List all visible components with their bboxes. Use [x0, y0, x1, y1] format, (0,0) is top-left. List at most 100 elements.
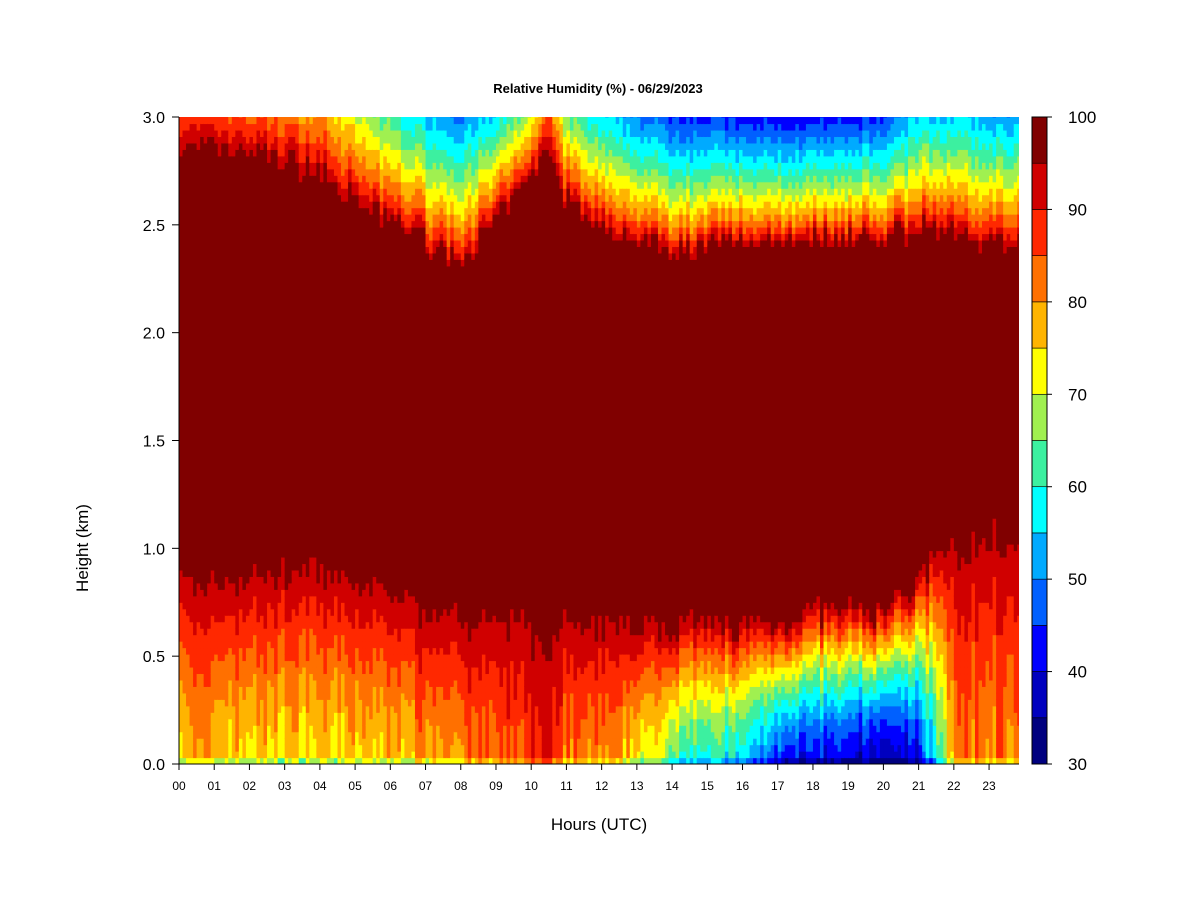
heatmap-cell [285, 751, 289, 758]
heatmap-cell [200, 156, 204, 163]
heatmap-cell [274, 441, 278, 448]
heatmap-cell [253, 246, 257, 253]
heatmap-column [249, 111, 253, 765]
heatmap-cell [235, 305, 239, 312]
heatmap-cell [239, 350, 243, 357]
heatmap-cell [183, 130, 187, 137]
heatmap-cell [278, 453, 282, 460]
heatmap-cell [292, 123, 296, 130]
heatmap-cell [288, 531, 292, 538]
heatmap-cell [183, 149, 187, 156]
heatmap-cell [249, 479, 253, 486]
heatmap-cell [337, 130, 341, 137]
heatmap-cell [316, 589, 320, 596]
heatmap-cell [271, 402, 275, 409]
heatmap-cell [271, 699, 275, 706]
heatmap-cell [299, 453, 303, 460]
heatmap-cell [295, 699, 299, 706]
heatmap-cell [197, 531, 201, 538]
heatmap-cell [183, 279, 187, 286]
heatmap-cell [256, 415, 260, 422]
heatmap-cell [323, 143, 327, 150]
heatmap-cell [299, 402, 303, 409]
heatmap-cell [320, 641, 324, 648]
heatmap-cell [313, 466, 317, 473]
heatmap-cell [193, 635, 197, 642]
heatmap-cell [235, 447, 239, 454]
heatmap-cell [306, 518, 310, 525]
heatmap-cell [323, 725, 327, 732]
heatmap-cell [249, 732, 253, 739]
heatmap-cell [348, 460, 352, 467]
heatmap-cell [225, 376, 229, 383]
heatmap-cell [186, 596, 190, 603]
heatmap-cell [267, 188, 271, 195]
heatmap-cell [278, 421, 282, 428]
heatmap-cell [320, 719, 324, 726]
heatmap-cell [337, 486, 341, 493]
heatmap-cell [267, 389, 271, 396]
heatmap-cell [320, 486, 324, 493]
heatmap-cell [179, 337, 183, 344]
heatmap-cell [190, 550, 194, 557]
heatmap-cell [309, 369, 313, 376]
heatmap-cell [278, 363, 282, 370]
heatmap-cell [242, 505, 246, 512]
heatmap-cell [334, 719, 338, 726]
heatmap-cell [334, 492, 338, 499]
heatmap-cell [267, 169, 271, 176]
heatmap-cell [271, 149, 275, 156]
heatmap-cell [323, 460, 327, 467]
heatmap-cell [193, 311, 197, 318]
heatmap-cell [316, 609, 320, 616]
heatmap-cell [323, 622, 327, 629]
heatmap-cell [327, 402, 331, 409]
heatmap-cell [197, 195, 201, 202]
heatmap-cell [348, 680, 352, 687]
heatmap-cell [348, 447, 352, 454]
heatmap-cell [193, 117, 197, 124]
heatmap-cell [242, 660, 246, 667]
heatmap-cell [179, 732, 183, 739]
heatmap-cell [309, 382, 313, 389]
heatmap-cell [253, 712, 257, 719]
heatmap-cell [260, 441, 264, 448]
heatmap-cell [302, 441, 306, 448]
heatmap-cell [327, 214, 331, 221]
heatmap-cell [271, 195, 275, 202]
heatmap-cell [221, 395, 225, 402]
heatmap-cell [235, 641, 239, 648]
heatmap-cell [253, 719, 257, 726]
heatmap-cell [190, 285, 194, 292]
heatmap-cell [228, 408, 232, 415]
heatmap-cell [183, 266, 187, 273]
heatmap-cell [225, 570, 229, 577]
heatmap-cell [295, 641, 299, 648]
heatmap-cell [235, 518, 239, 525]
heatmap-cell [292, 654, 296, 661]
heatmap-cell [211, 576, 215, 583]
heatmap-cell [341, 596, 345, 603]
heatmap-cell [228, 298, 232, 305]
heatmap-cell [316, 117, 320, 124]
heatmap-cell [190, 402, 194, 409]
heatmap-cell [337, 441, 341, 448]
heatmap-cell [348, 395, 352, 402]
heatmap-cell [253, 686, 257, 693]
heatmap-cell [327, 635, 331, 642]
heatmap-cell [253, 680, 257, 687]
heatmap-cell [207, 447, 211, 454]
heatmap-cell [271, 512, 275, 519]
heatmap-cell [313, 376, 317, 383]
heatmap-cell [323, 583, 327, 590]
heatmap-cell [235, 505, 239, 512]
heatmap-cell [186, 246, 190, 253]
heatmap-cell [341, 369, 345, 376]
heatmap-cell [186, 337, 190, 344]
heatmap-cell [239, 318, 243, 325]
heatmap-cell [186, 292, 190, 299]
heatmap-cell [330, 525, 334, 532]
heatmap-cell [228, 227, 232, 234]
heatmap-cell [267, 305, 271, 312]
heatmap-cell [232, 706, 236, 713]
